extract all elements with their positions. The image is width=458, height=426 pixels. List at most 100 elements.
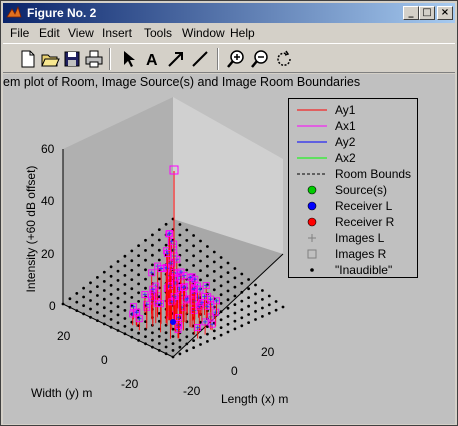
menu-window[interactable]: Window bbox=[182, 26, 225, 40]
inaudible-point bbox=[212, 279, 216, 283]
image-plus-marker bbox=[144, 302, 149, 307]
zoom-out-icon[interactable] bbox=[249, 48, 271, 70]
arrow-tool-icon[interactable] bbox=[165, 48, 187, 70]
toolbar-separator bbox=[217, 48, 219, 70]
line-tool-icon[interactable] bbox=[189, 48, 211, 70]
inaudible-point bbox=[157, 342, 161, 345]
inaudible-point bbox=[185, 328, 189, 331]
inaudible-point bbox=[144, 258, 147, 262]
legend-symbol bbox=[297, 173, 327, 175]
inaudible-point bbox=[233, 327, 237, 331]
inaudible-point bbox=[199, 269, 202, 272]
inaudible-point bbox=[75, 292, 79, 295]
legend-symbol bbox=[297, 157, 327, 159]
inaudible-point bbox=[75, 300, 79, 304]
image-plus-marker bbox=[178, 274, 183, 279]
zoom-in-icon[interactable] bbox=[225, 48, 247, 70]
z-axis-label: Intensity (+60 dB offset) bbox=[24, 165, 38, 293]
image-marker bbox=[178, 304, 186, 312]
image-marker bbox=[165, 230, 173, 238]
inaudible-point bbox=[219, 310, 223, 314]
image-plus-marker bbox=[137, 316, 142, 321]
inaudible-point bbox=[178, 345, 182, 349]
inaudible-point bbox=[116, 296, 120, 300]
maximize-button[interactable]: □ bbox=[419, 6, 435, 20]
menu-view[interactable]: View bbox=[68, 26, 94, 40]
open-folder-icon[interactable] bbox=[39, 48, 61, 70]
inaudible-point bbox=[206, 274, 209, 278]
rotate-3d-icon[interactable] bbox=[273, 48, 295, 70]
inaudible-point bbox=[137, 339, 141, 342]
menu-tools[interactable]: Tools bbox=[144, 26, 173, 40]
text-tool-icon[interactable]: A bbox=[141, 48, 163, 70]
image-plus-marker bbox=[176, 315, 181, 320]
inaudible-point bbox=[247, 313, 251, 316]
inaudible-point bbox=[206, 255, 209, 258]
inaudible-point bbox=[123, 264, 127, 268]
inaudible-point bbox=[206, 325, 209, 328]
inaudible-point bbox=[267, 294, 271, 298]
legend-label: Ax2 bbox=[335, 151, 356, 165]
legend[interactable]: Ay1 Ax1 Ay2 Ax2 Room Bounds Source(s) Receiver… bbox=[288, 98, 418, 278]
inaudible-point bbox=[130, 328, 134, 332]
image-plus-marker bbox=[169, 299, 174, 304]
inaudible-point bbox=[116, 321, 120, 325]
inaudible-point bbox=[226, 280, 230, 284]
inaudible-point bbox=[75, 309, 79, 312]
inaudible-point bbox=[171, 355, 175, 359]
inaudible-point bbox=[261, 306, 264, 310]
inaudible-point bbox=[212, 270, 216, 273]
inaudible-point bbox=[123, 283, 127, 286]
image-marker bbox=[168, 298, 176, 306]
inaudible-point bbox=[233, 267, 237, 270]
menu-insert[interactable]: Insert bbox=[102, 26, 133, 40]
inaudible-point bbox=[151, 233, 154, 237]
inaudible-point bbox=[109, 274, 113, 278]
legend-label: Room Bounds bbox=[335, 167, 412, 181]
image-marker bbox=[150, 289, 157, 297]
inaudible-point bbox=[254, 309, 257, 313]
inaudible-point bbox=[144, 268, 147, 272]
image-marker bbox=[148, 269, 156, 277]
new-file-icon[interactable] bbox=[17, 48, 39, 70]
pointer-arrow-icon[interactable] bbox=[117, 48, 139, 70]
figure-canvas: em plot of Room, Image Source(s) and Ima… bbox=[3, 74, 455, 424]
inaudible-point bbox=[199, 278, 202, 282]
legend-entry: Images L bbox=[295, 230, 415, 246]
inaudible-point bbox=[137, 263, 141, 267]
inaudible-point bbox=[192, 244, 196, 248]
image-plus-marker bbox=[198, 287, 202, 292]
title-bar[interactable]: Figure No. 2 _ □ × bbox=[3, 3, 455, 23]
print-icon[interactable] bbox=[83, 48, 105, 70]
3d-stem-plot[interactable] bbox=[3, 74, 455, 424]
save-icon[interactable] bbox=[61, 48, 83, 70]
menu-edit[interactable]: Edit bbox=[39, 26, 60, 40]
plot-title: em plot of Room, Image Source(s) and Ima… bbox=[3, 75, 361, 89]
image-marker bbox=[171, 279, 179, 287]
inaudible-point bbox=[137, 291, 141, 295]
image-plus-marker bbox=[214, 298, 219, 303]
minimize-button[interactable]: _ bbox=[403, 6, 419, 20]
close-button[interactable]: × bbox=[437, 6, 453, 20]
inaudible-point bbox=[247, 296, 251, 299]
image-marker bbox=[177, 268, 185, 276]
inaudible-point bbox=[226, 322, 230, 326]
legend-entry: Ay2 bbox=[295, 134, 415, 150]
inaudible-point bbox=[171, 349, 175, 352]
image-marker bbox=[189, 277, 197, 285]
inaudible-point bbox=[199, 320, 202, 324]
inaudible-point bbox=[178, 263, 182, 267]
image-marker bbox=[149, 285, 157, 293]
inaudible-point bbox=[157, 228, 161, 232]
image-marker bbox=[191, 275, 199, 283]
inaudible-point bbox=[151, 253, 154, 257]
image-marker bbox=[135, 315, 143, 323]
menu-help[interactable]: Help bbox=[230, 26, 255, 40]
inaudible-point bbox=[164, 243, 168, 247]
menu-file[interactable]: File bbox=[10, 26, 30, 40]
inaudible-point bbox=[192, 339, 196, 342]
inaudible-point bbox=[226, 261, 230, 265]
inaudible-point bbox=[206, 245, 209, 248]
inaudible-point bbox=[130, 296, 134, 299]
inaudible-point bbox=[96, 285, 99, 288]
